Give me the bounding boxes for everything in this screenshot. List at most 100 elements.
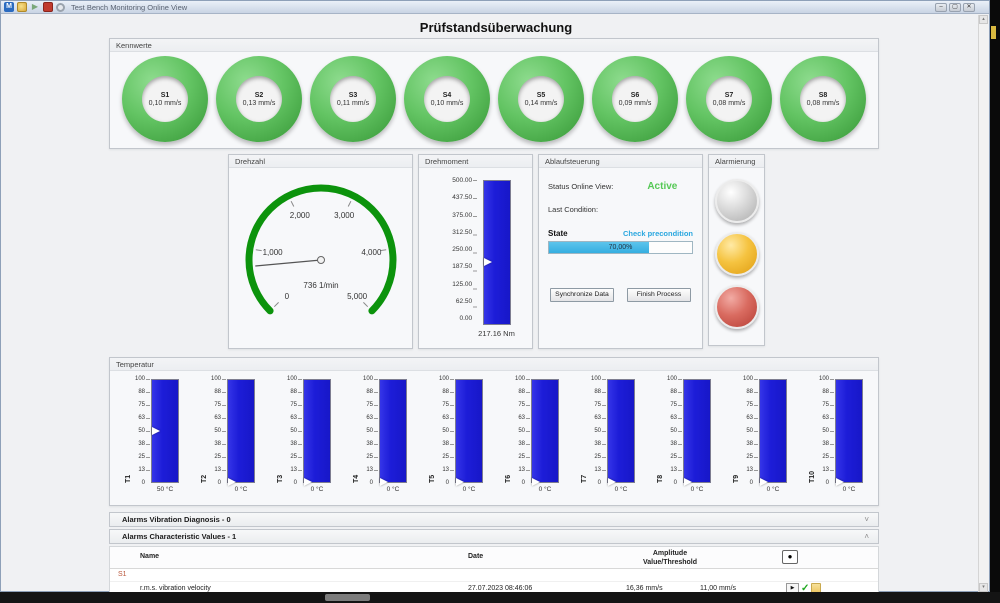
- synchronize-data-button[interactable]: Synchronize Data: [550, 288, 614, 302]
- temperature-gauge-row: T1 100 88 75 63 50 38 25 13 0 50 °C T2 100 88 75 63…: [110, 371, 878, 493]
- temp-bar: [531, 379, 559, 486]
- sensor-id: S1: [160, 91, 170, 99]
- sensor-gauge-s2: S2 0,13 mm/s: [216, 56, 302, 142]
- minimize-button[interactable]: –: [935, 2, 947, 12]
- temp-gauge-t4: T4 100 88 75 63 50 38 25 13 0 0 °C: [353, 376, 407, 493]
- state-label: State: [548, 229, 568, 238]
- temp-marker: [684, 478, 692, 486]
- temp-gauge-t1: T1 100 88 75 63 50 38 25 13 0 50 °C: [125, 376, 179, 493]
- gauge-needle: [254, 259, 321, 267]
- chevron-up-icon[interactable]: ˄: [864, 531, 869, 541]
- alarm-value: 16,36 mm/s: [626, 585, 663, 592]
- sensor-gauge-s4: S4 0,10 mm/s: [404, 56, 490, 142]
- sensor-value: 0,10 mm/s: [430, 99, 464, 107]
- temp-marker: [760, 478, 768, 486]
- torque-value: 217.16 Nm: [478, 329, 515, 338]
- table-group-row: S1: [110, 569, 878, 581]
- kennwerte-label: Kennwerte: [110, 39, 878, 52]
- alarm-threshold: 11,00 mm/s: [700, 585, 737, 592]
- gauge-tick-5000: 5,000: [347, 292, 368, 301]
- temp-bar: [303, 379, 331, 486]
- maximize-button[interactable]: ▢: [949, 2, 961, 12]
- precondition-link[interactable]: Check precondition: [622, 229, 693, 238]
- sensor-ring-row: S1 0,10 mm/s S2 0,13 mm/s S3 0,11 mm/s S4 0,…: [110, 52, 878, 146]
- sensor-gauge-s6: S6 0,09 mm/s: [592, 56, 678, 142]
- taskbar: [0, 592, 1000, 603]
- temp-gauge-t5: T5 100 88 75 63 50 38 25 13 0 0 °C: [429, 376, 483, 493]
- temp-bar: [227, 379, 255, 486]
- alarmierung-panel: Alarmierung: [708, 154, 765, 346]
- sensor-value: 0,10 mm/s: [148, 99, 182, 107]
- taskbar-item[interactable]: [325, 594, 370, 601]
- sensor-value: 0,14 mm/s: [524, 99, 558, 107]
- note-icon[interactable]: [811, 583, 822, 592]
- temp-bar: [379, 379, 407, 486]
- sensor-gauge-s3: S3 0,11 mm/s: [310, 56, 396, 142]
- sensor-value: 0,11 mm/s: [336, 99, 370, 107]
- gauge-face: S1 0,10 mm/s: [142, 76, 188, 122]
- sensor-id: S3: [348, 91, 358, 99]
- drehzahl-panel: Drehzahl 0 1,000 2,000 3,000 4,000 5,000: [228, 154, 413, 349]
- rpm-value: 736 1/min: [303, 281, 338, 290]
- scroll-up-arrow[interactable]: ▴: [979, 15, 988, 24]
- gauge-hub: [316, 256, 325, 264]
- sensor-id: S2: [254, 91, 264, 99]
- temp-value: 0 °C: [310, 486, 324, 493]
- vertical-scrollbar[interactable]: ▴ ▾: [978, 15, 988, 592]
- finish-process-button[interactable]: Finish Process: [627, 288, 691, 302]
- play-button[interactable]: ▶: [786, 583, 799, 592]
- torque-bar: [482, 180, 511, 325]
- settings-icon[interactable]: [56, 2, 65, 12]
- temp-value: 0 °C: [614, 486, 628, 493]
- table-row[interactable]: r.m.s. vibration velocity 27.07.2023 08:…: [110, 581, 878, 593]
- temp-value: 0 °C: [386, 486, 400, 493]
- temperatur-panel: Temperatur T1 100 88 75 63 50 38 25 13 0 50 °C T…: [109, 357, 879, 506]
- alarms-characteristic-section[interactable]: Alarms Characteristic Values - 1 ˄: [109, 529, 879, 544]
- close-button[interactable]: ✕: [963, 2, 975, 12]
- torque-marker: [483, 257, 492, 266]
- temp-gauge-t10: T10 100 88 75 63 50 38 25 13 0 0 °C: [809, 376, 863, 493]
- alarm-date: 27.07.2023 08:46:06: [468, 585, 533, 592]
- app-window: M ▶ Test Bench Monitoring Online View – …: [0, 0, 990, 593]
- temp-bar: [835, 379, 863, 486]
- temp-value: 0 °C: [766, 486, 780, 493]
- temp-value: 50 °C: [156, 486, 174, 493]
- app-logo-icon: M: [4, 2, 14, 12]
- scroll-down-arrow[interactable]: ▾: [979, 583, 988, 592]
- record-indicator-button[interactable]: ●: [782, 550, 798, 564]
- sensor-id: S4: [442, 91, 452, 99]
- chevron-down-icon[interactable]: ˅: [864, 514, 869, 524]
- sensor-id: S5: [536, 91, 546, 99]
- temp-bar: [759, 379, 787, 486]
- sensor-gauge-s5: S5 0,14 mm/s: [498, 56, 584, 142]
- temp-marker: [836, 478, 844, 486]
- temp-marker: [532, 478, 540, 486]
- desktop-icon-fragment: [991, 26, 996, 39]
- gauge-arc: [245, 184, 396, 315]
- progress-fill: [549, 242, 650, 253]
- temp-value: 0 °C: [690, 486, 704, 493]
- alarm-name: r.m.s. vibration velocity: [140, 585, 211, 592]
- temperatur-label: Temperatur: [110, 358, 878, 371]
- sensor-id: S8: [818, 91, 828, 99]
- sensor-id: S7: [724, 91, 734, 99]
- alarms-vibration-section[interactable]: Alarms Vibration Diagnosis - 0 ˅: [109, 512, 879, 527]
- sensor-value: 0,08 mm/s: [712, 99, 746, 107]
- acknowledge-check-icon[interactable]: ✓: [801, 583, 810, 593]
- edit-tool-icon[interactable]: [17, 2, 27, 12]
- temp-value: 0 °C: [462, 486, 476, 493]
- alarm-table: Name Date Amplitude Value/Threshold ● S1…: [109, 546, 879, 593]
- progress-bar: 70,00%: [548, 241, 693, 254]
- ablaufsteuerung-label: Ablaufsteuerung: [539, 155, 702, 168]
- window-controls: – ▢ ✕: [935, 2, 975, 12]
- section-title: Alarms Vibration Diagnosis - 0: [122, 515, 231, 524]
- gauge-tick-0: 0: [284, 292, 289, 301]
- stop-icon[interactable]: [43, 2, 53, 12]
- drehmoment-label: Drehmoment: [419, 155, 532, 168]
- run-arrow-icon[interactable]: ▶: [31, 2, 39, 11]
- temp-bar: [683, 379, 711, 486]
- gauge-tick-2000: 2,000: [289, 211, 310, 220]
- temp-gauge-t9: T9 100 88 75 63 50 38 25 13 0 0 °C: [733, 376, 787, 493]
- sensor-gauge-s1: S1 0,10 mm/s: [122, 56, 208, 142]
- temp-marker: [456, 478, 464, 486]
